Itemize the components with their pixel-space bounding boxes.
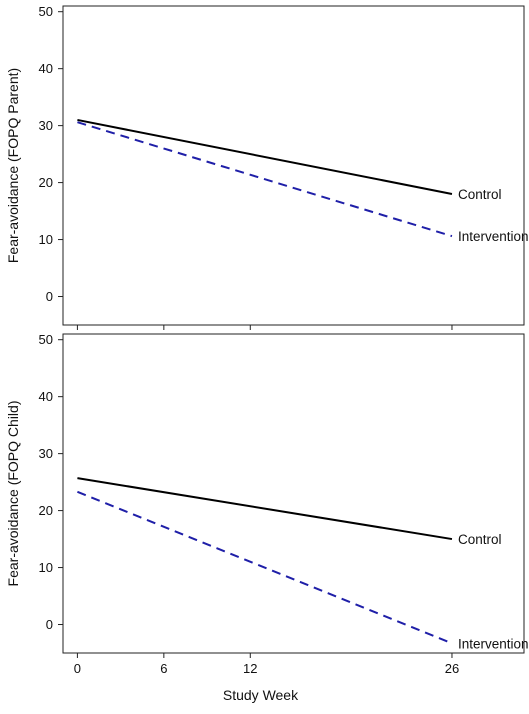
y-tick-label-child-40: 40: [39, 389, 53, 404]
series-label-intervention-parent: Intervention: [458, 229, 529, 244]
y-tick-label-child-0: 0: [46, 617, 53, 632]
y-tick-label-parent-30: 30: [39, 118, 53, 133]
x-tick-label-child-0: 0: [74, 661, 81, 676]
y-tick-label-child-10: 10: [39, 560, 53, 575]
plot-frame-parent: [62, 5, 525, 326]
y-tick-label-parent-50: 50: [39, 4, 53, 19]
x-axis-label: Study Week: [223, 687, 299, 703]
series-label-control-child: Control: [458, 532, 502, 547]
y-tick-label-child-50: 50: [39, 332, 53, 347]
y-tick-label-parent-20: 20: [39, 175, 53, 190]
series-line-control-child: [77, 477, 453, 541]
x-tick-label-child-26: 26: [445, 661, 459, 676]
plot-frame-child: [62, 333, 525, 654]
y-axis-label-child: Fear-avoidance (FOPQ Child): [5, 401, 21, 587]
series-line-intervention-parent: [77, 121, 453, 238]
y-tick-label-parent-10: 10: [39, 232, 53, 247]
x-tick-label-child-6: 6: [160, 661, 167, 676]
series-line-intervention-child: [77, 490, 453, 645]
y-tick-label-parent-40: 40: [39, 61, 53, 76]
y-axis-label-parent: Fear-avoidance (FOPQ Parent): [5, 68, 21, 263]
series-label-control-parent: Control: [458, 187, 502, 202]
panel-parent: 0 10 20 30 40 50 Fear-avoidance (FOPQ Parent) C…: [5, 4, 529, 330]
y-tick-label-parent-0: 0: [46, 289, 53, 304]
x-tick-label-child-12: 12: [243, 661, 257, 676]
y-tick-label-child-30: 30: [39, 446, 53, 461]
panel-child: 0 10 20 30 40 50 0 6 12 26 Fear-avoidance (FOPQ Ch…: [5, 332, 529, 703]
series-line-control-parent: [77, 118, 453, 195]
y-tick-label-child-20: 20: [39, 503, 53, 518]
series-label-intervention-child: Intervention: [458, 636, 529, 651]
